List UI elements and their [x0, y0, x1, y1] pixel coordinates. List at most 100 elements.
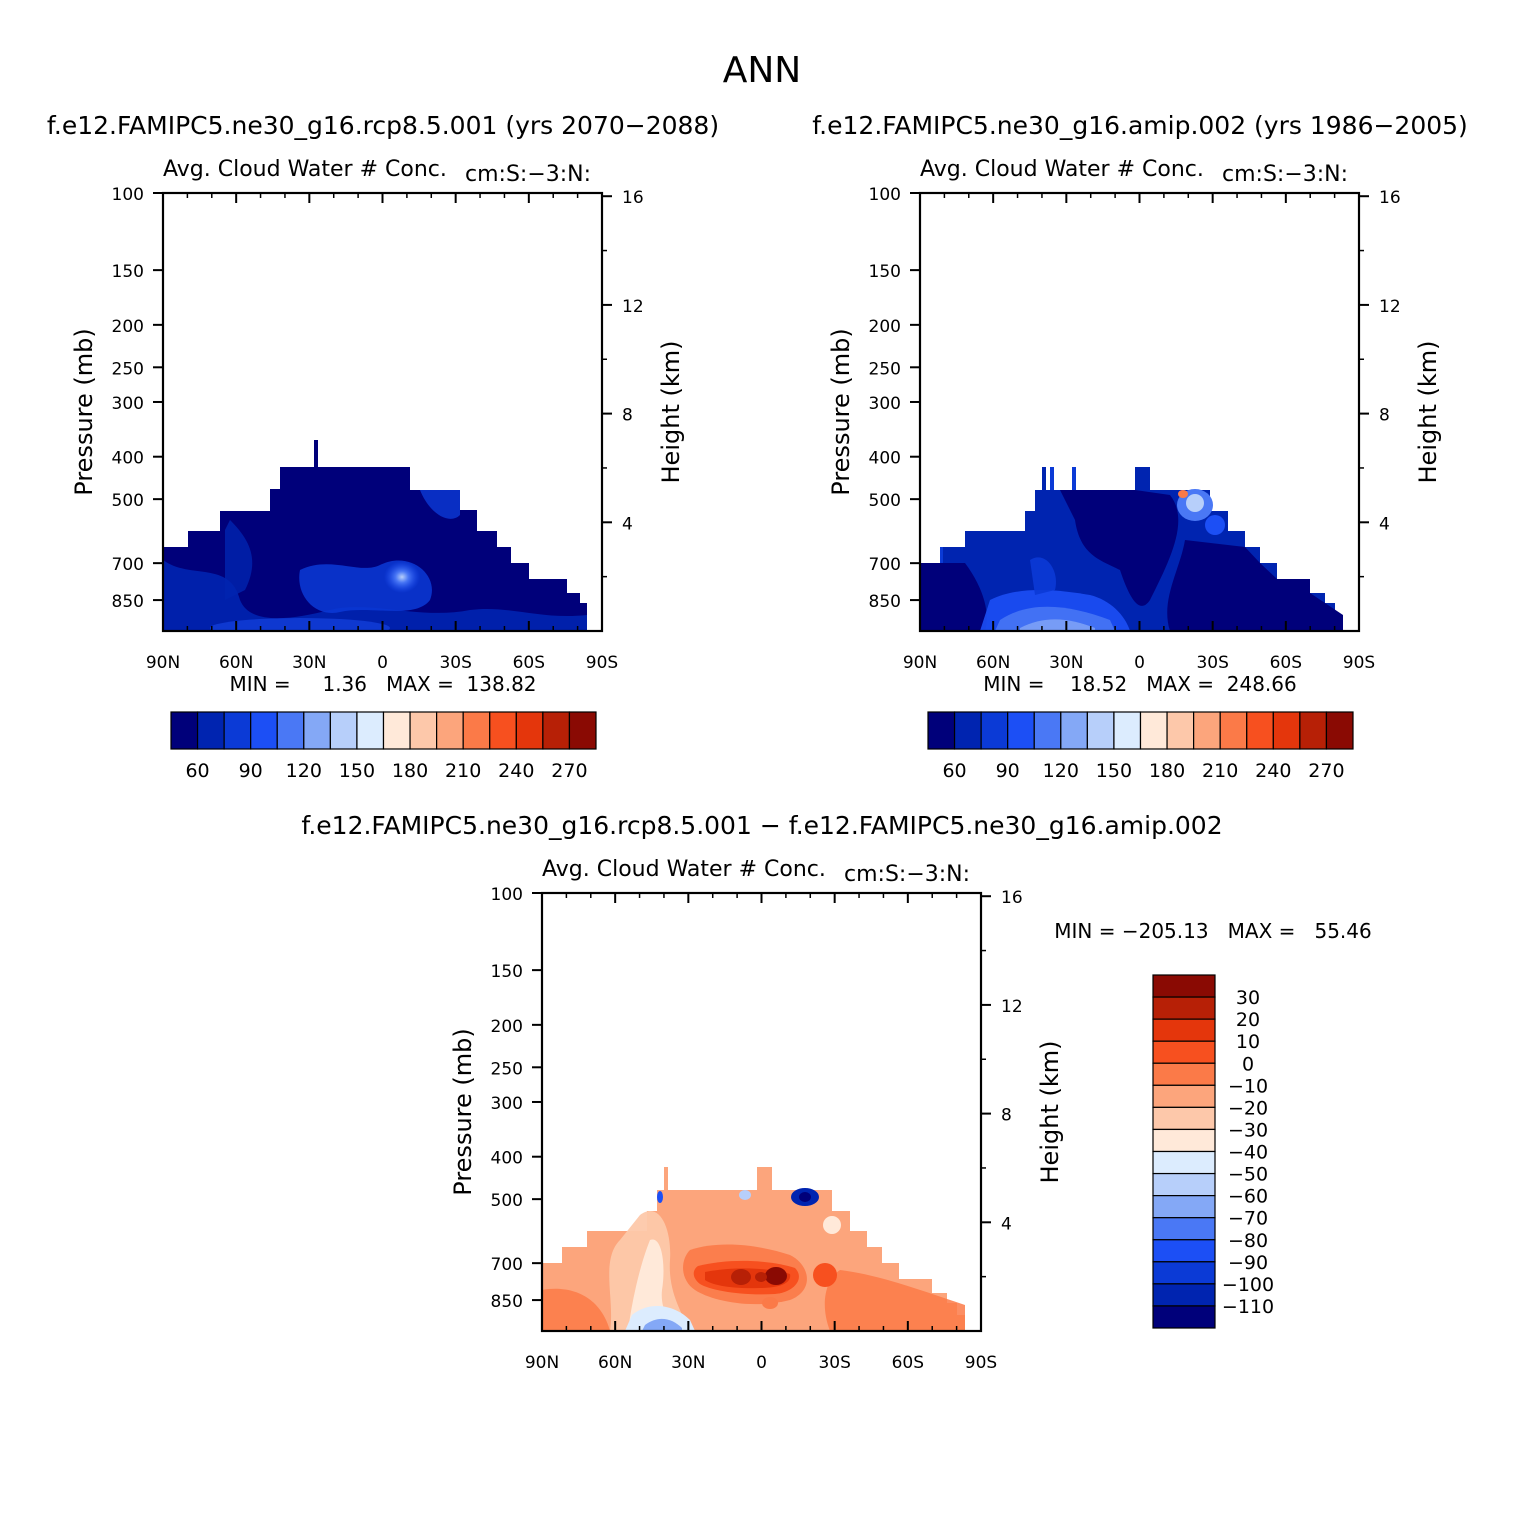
p2-ytick-label: 150 [869, 262, 901, 282]
panel-2-field-spike-1 [1050, 467, 1054, 490]
p1-ytick-label: 250 [112, 359, 144, 379]
p1-ytick-label: 100 [112, 185, 144, 205]
panel-3-field [542, 1167, 965, 1331]
p3-colorbar-box [1152, 1195, 1216, 1219]
panel-1-case-title: f.e12.FAMIPC5.ne30_g16.rcp8.5.001 (yrs 2… [47, 111, 719, 140]
p3-rtick-label: 4 [1001, 1214, 1012, 1234]
panel-3-ylabel: Pressure (mb) [449, 1028, 477, 1195]
p3-ytick-label: 400 [491, 1149, 523, 1169]
p2-ytick-label: 500 [869, 491, 901, 511]
panel-1-field-maximum [384, 561, 420, 593]
p3-colorbar-box [1152, 1172, 1216, 1197]
panel-1-field-zone-c [420, 490, 460, 519]
p1-ytick-label: 200 [112, 317, 144, 337]
p3-colorbar-label: −90 [1228, 1252, 1268, 1274]
panel-2-min-max: MIN = 18.52 MAX = 248.66 [983, 672, 1296, 696]
p2-colorbar-label: 210 [1202, 760, 1238, 782]
p2-rtick-label: 8 [1379, 406, 1390, 426]
p2-xtick-label: 30S [1196, 653, 1228, 673]
p3-xtick-label: 30S [818, 1353, 850, 1373]
panel-2-field-spike-3 [940, 547, 943, 563]
p2-colorbar-box [1219, 711, 1248, 750]
panel-2-field [920, 467, 1343, 631]
p3-colorbar-box [1152, 1106, 1216, 1131]
p2-ytick-label: 200 [869, 317, 901, 337]
p2-xtick-label: 60S [1270, 653, 1302, 673]
p2-ytick-label: 100 [869, 185, 901, 205]
p3-colorbar-box [1152, 996, 1216, 1020]
p3-colorbar-box [1152, 1040, 1216, 1064]
p2-colorbar-label: 120 [1043, 760, 1079, 782]
panel-3-field-max-3 [755, 1272, 767, 1282]
panel-1-field-zone-a [163, 560, 587, 631]
p1-colorbar-box [276, 711, 305, 750]
panel-3-colorbar: 3020100−10−20−30−40−50−60−70−80−90−100−1… [1152, 974, 1274, 1329]
p3-colorbar-box [1152, 1128, 1216, 1153]
p1-colorbar-box [515, 711, 544, 750]
panel-1-min-max: MIN = 1.36 MAX = 138.82 [229, 672, 536, 696]
p1-xtick-label: 90N [146, 653, 180, 673]
panel-2-colorbar: 60 90 120 150 180 210 240 270 [927, 711, 1354, 782]
panel-2-field-spike-2 [1072, 467, 1076, 490]
p2-xtick-label: 60N [976, 653, 1010, 673]
p3-colorbar-label: −40 [1228, 1142, 1268, 1164]
figure-title: ANN [723, 50, 802, 91]
p3-ytick-label: 700 [491, 1255, 523, 1275]
panel-2-ylabel-right: Height (km) [1414, 341, 1442, 484]
p3-colorbar-box [1152, 1239, 1216, 1263]
p1-ytick-label: 300 [112, 394, 144, 414]
p1-rtick-label: 16 [622, 188, 644, 208]
p3-colorbar-label: 30 [1236, 987, 1260, 1009]
p2-colorbar-label: 270 [1308, 760, 1344, 782]
p3-colorbar-label: −50 [1228, 1164, 1268, 1186]
p3-ytick-label: 850 [491, 1292, 523, 1312]
p1-colorbar-box [462, 711, 491, 750]
p1-colorbar-box [196, 711, 225, 750]
panel-2-variable: Avg. Cloud Water # Conc. [920, 157, 1204, 182]
panel-1-axes: 90N 60N 30N 0 30S 60S 90S 100 150 200 250 300 400 500… [112, 185, 644, 673]
p1-rtick-label: 12 [622, 297, 644, 317]
panel-3-field-patch-j [813, 1263, 837, 1287]
panel-3-field-patch-l [799, 1192, 811, 1202]
p3-rtick-label: 8 [1001, 1106, 1012, 1126]
p2-ytick-label: 850 [869, 592, 901, 612]
p2-rtick-label: 4 [1379, 514, 1390, 534]
panel-3-field-patch-n [739, 1190, 751, 1200]
panel-1: f.e12.FAMIPC5.ne30_g16.rcp8.5.001 (yrs 2… [47, 111, 719, 782]
panel-3-ylabel-right: Height (km) [1036, 1041, 1064, 1184]
panel-2-axes: 90N 60N 30N 0 30S 60S 90S 100 150 200 250 300 400 500… [869, 185, 1401, 673]
panel-3-variable: Avg. Cloud Water # Conc. [542, 857, 826, 882]
panel-3-field-zone-f [642, 1318, 682, 1331]
p1-xtick-label: 60N [219, 653, 253, 673]
panel-3-field-max-1 [731, 1269, 751, 1285]
p3-ytick-label: 100 [491, 885, 523, 905]
p3-colorbar-box [1152, 1018, 1216, 1042]
p3-colorbar-box [1152, 1217, 1216, 1241]
p1-colorbar-label: 240 [498, 760, 534, 782]
p1-rtick-label: 8 [622, 406, 633, 426]
p2-colorbar-label: 180 [1149, 760, 1185, 782]
p2-colorbar-box [953, 711, 982, 750]
p3-colorbar-box [1152, 1084, 1216, 1108]
p1-colorbar-box [409, 711, 438, 750]
p3-ytick-label: 250 [491, 1059, 523, 1079]
panel-3-axes: 90N 60N 30N 0 30S 60S 90S 100 150 200 250 300 400 500… [491, 885, 1023, 1373]
p2-xtick-label: 0 [1134, 653, 1145, 673]
p1-colorbar-box [223, 711, 252, 750]
p3-xtick-label: 60N [598, 1353, 632, 1373]
p2-colorbar-box [1299, 711, 1328, 750]
panel-1-field-zone-d [225, 520, 253, 600]
panel-3-field-patch-p [762, 1297, 778, 1309]
panel-2-case-title: f.e12.FAMIPC5.ne30_g16.amip.002 (yrs 198… [812, 111, 1468, 140]
panel-1-field-patch-e [210, 618, 390, 631]
p3-colorbar-label: −110 [1222, 1296, 1274, 1318]
p1-colorbar-box [382, 711, 411, 750]
p3-ytick-label: 200 [491, 1017, 523, 1037]
panel-1-field [163, 440, 587, 631]
panel-2-field-patch-i [1186, 494, 1204, 512]
p2-ytick-label: 400 [869, 449, 901, 469]
p3-colorbar-label: −100 [1222, 1274, 1274, 1296]
p3-colorbar-label: −60 [1228, 1186, 1268, 1208]
p2-colorbar-box [927, 711, 956, 750]
p2-colorbar-box [1246, 711, 1274, 750]
